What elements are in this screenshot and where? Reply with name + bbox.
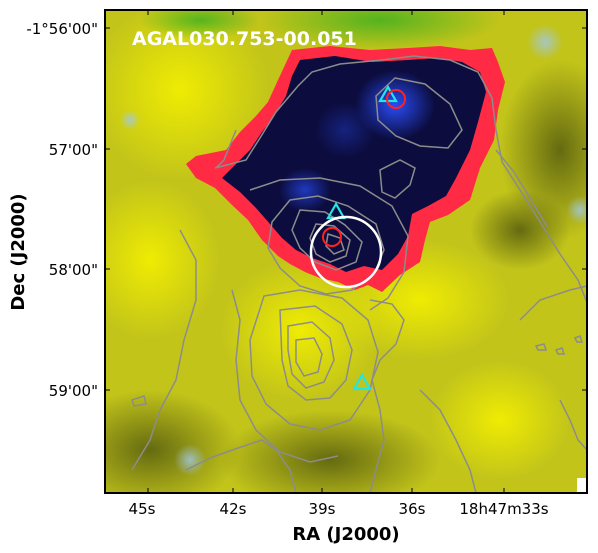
x-tick-label: 39s <box>309 500 336 518</box>
y-tick-label: 58'00" <box>49 261 98 279</box>
image-title: AGAL030.753-00.051 <box>132 28 357 50</box>
y-axis-label: Dec (J2000) <box>8 193 29 310</box>
circle-marker-white <box>309 215 383 289</box>
x-tick-label: 42s <box>220 500 247 518</box>
y-tick-label: -1°56'00" <box>26 20 98 38</box>
contours <box>131 55 587 493</box>
y-ticks <box>105 27 587 391</box>
sky-image <box>105 10 587 493</box>
x-axis-label: RA (J2000) <box>292 524 399 545</box>
circle-marker-red-2 <box>322 227 342 247</box>
y-tick-label: 59'00" <box>49 382 98 400</box>
y-tick-label: 57'00" <box>49 141 98 159</box>
plot-frame <box>104 9 588 494</box>
circle-marker-red-1 <box>386 89 406 109</box>
triangle-marker-3 <box>352 372 372 391</box>
x-tick-label: 45s <box>129 500 156 518</box>
x-tick-label: 36s <box>399 500 426 518</box>
markers <box>309 84 406 391</box>
x-ticks <box>147 10 505 493</box>
x-tick-label: 18h47m33s <box>459 500 548 518</box>
